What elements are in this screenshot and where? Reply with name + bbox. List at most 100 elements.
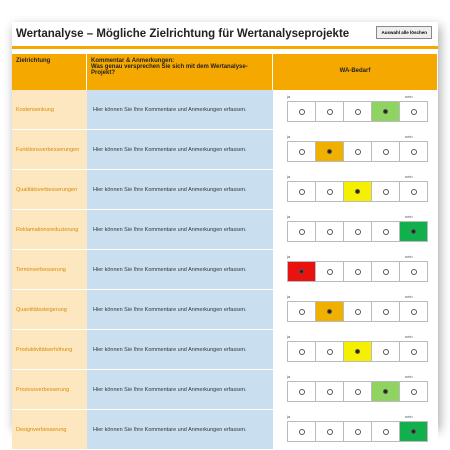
radio <box>410 388 417 395</box>
rows: Kostensenkung Hier können Sie Ihre Kommen… <box>12 90 438 450</box>
option[interactable] <box>344 142 372 161</box>
option[interactable] <box>344 222 372 241</box>
option[interactable] <box>400 102 427 121</box>
goal-label: Qualitätsverbesserungen <box>12 170 87 209</box>
rating-options <box>287 181 428 202</box>
high-label: nein <box>405 294 413 299</box>
radio <box>299 269 304 274</box>
goal-label: Reklamationsreduzierung <box>12 210 87 249</box>
row: Reklamationsreduzierung Hier können Sie I… <box>12 210 438 250</box>
low-label: ja <box>287 254 291 259</box>
comment: Hier können Sie Ihre Kommentare und Anme… <box>87 410 273 449</box>
option[interactable] <box>344 422 372 441</box>
sheet: Wertanalyse – Mögliche Zielrichtung für … <box>12 22 438 450</box>
option[interactable] <box>372 142 400 161</box>
option[interactable] <box>400 262 427 281</box>
radio <box>411 229 416 234</box>
comment: Hier können Sie Ihre Kommentare und Anme… <box>87 250 273 289</box>
clear-button[interactable]: Auswahl alle löschen <box>376 26 432 39</box>
radio <box>354 428 361 435</box>
option[interactable] <box>316 342 344 361</box>
selected-option[interactable] <box>372 102 400 121</box>
row: Produktivitätserhöhung Hier können Sie Ih… <box>12 330 438 370</box>
rating-cell: ja nein <box>273 410 438 449</box>
radio <box>383 389 388 394</box>
radio <box>298 388 305 395</box>
row: Terminverbesserung Hier können Sie Ihre K… <box>12 250 438 290</box>
option[interactable] <box>316 182 344 201</box>
option[interactable] <box>288 182 316 201</box>
selected-option[interactable] <box>344 342 372 361</box>
low-label: ja <box>287 94 291 99</box>
comment: Hier können Sie Ihre Kommentare und Anme… <box>87 90 273 129</box>
option[interactable] <box>344 102 372 121</box>
selected-option[interactable] <box>400 222 427 241</box>
high-label: nein <box>405 334 413 339</box>
option[interactable] <box>344 262 372 281</box>
option[interactable] <box>288 342 316 361</box>
row: Prozessverbesserung Hier können Sie Ihre … <box>12 370 438 410</box>
selected-option[interactable] <box>372 382 400 401</box>
row: Qualitätsverbesserungen Hier können Sie I… <box>12 170 438 210</box>
option[interactable] <box>316 222 344 241</box>
option[interactable] <box>372 182 400 201</box>
row: Kostensenkung Hier können Sie Ihre Kommen… <box>12 90 438 130</box>
comment: Hier können Sie Ihre Kommentare und Anme… <box>87 170 273 209</box>
radio <box>326 348 333 355</box>
option[interactable] <box>400 342 427 361</box>
rating-cell: ja nein <box>273 90 438 129</box>
option[interactable] <box>372 342 400 361</box>
header-cell: WA-Bedarf <box>273 54 438 90</box>
option[interactable] <box>288 382 316 401</box>
header-row: Zielrichtung Kommentar & Anmerkungen: Was… <box>12 54 438 90</box>
header-text: Kommentar & Anmerkungen: <box>91 58 175 64</box>
row: Quantitätssteigerung Hier können Sie Ihre… <box>12 290 438 330</box>
radio <box>410 188 417 195</box>
option[interactable] <box>344 302 372 321</box>
option[interactable] <box>316 262 344 281</box>
option[interactable] <box>400 302 427 321</box>
radio <box>355 349 360 354</box>
low-label: ja <box>287 334 291 339</box>
radio <box>354 108 361 115</box>
option[interactable] <box>400 382 427 401</box>
option[interactable] <box>288 222 316 241</box>
low-label: ja <box>287 134 291 139</box>
option[interactable] <box>288 302 316 321</box>
selected-option[interactable] <box>344 182 372 201</box>
radio <box>410 308 417 315</box>
option[interactable] <box>372 222 400 241</box>
option[interactable] <box>288 142 316 161</box>
selected-option[interactable] <box>316 302 344 321</box>
rating-options <box>287 421 428 442</box>
option[interactable] <box>316 382 344 401</box>
rating-cell: ja nein <box>273 250 438 289</box>
low-label: ja <box>287 174 291 179</box>
option[interactable] <box>316 102 344 121</box>
goal-label: Quantitätssteigerung <box>12 290 87 329</box>
high-label: nein <box>405 374 413 379</box>
option[interactable] <box>400 182 427 201</box>
radio <box>411 429 416 434</box>
radio <box>327 149 332 154</box>
radio <box>354 228 361 235</box>
option[interactable] <box>372 302 400 321</box>
title-underline <box>12 46 438 49</box>
selected-option[interactable] <box>288 262 316 281</box>
option[interactable] <box>372 262 400 281</box>
radio <box>354 308 361 315</box>
option[interactable] <box>400 142 427 161</box>
option[interactable] <box>288 422 316 441</box>
radio <box>298 428 305 435</box>
goal-label: Terminverbesserung <box>12 250 87 289</box>
radio <box>410 268 417 275</box>
option[interactable] <box>372 422 400 441</box>
high-label: nein <box>405 134 413 139</box>
table: Zielrichtung Kommentar & Anmerkungen: Was… <box>12 54 438 450</box>
option[interactable] <box>316 422 344 441</box>
radio <box>326 428 333 435</box>
selected-option[interactable] <box>400 422 427 441</box>
option[interactable] <box>344 382 372 401</box>
option[interactable] <box>288 102 316 121</box>
selected-option[interactable] <box>316 142 344 161</box>
